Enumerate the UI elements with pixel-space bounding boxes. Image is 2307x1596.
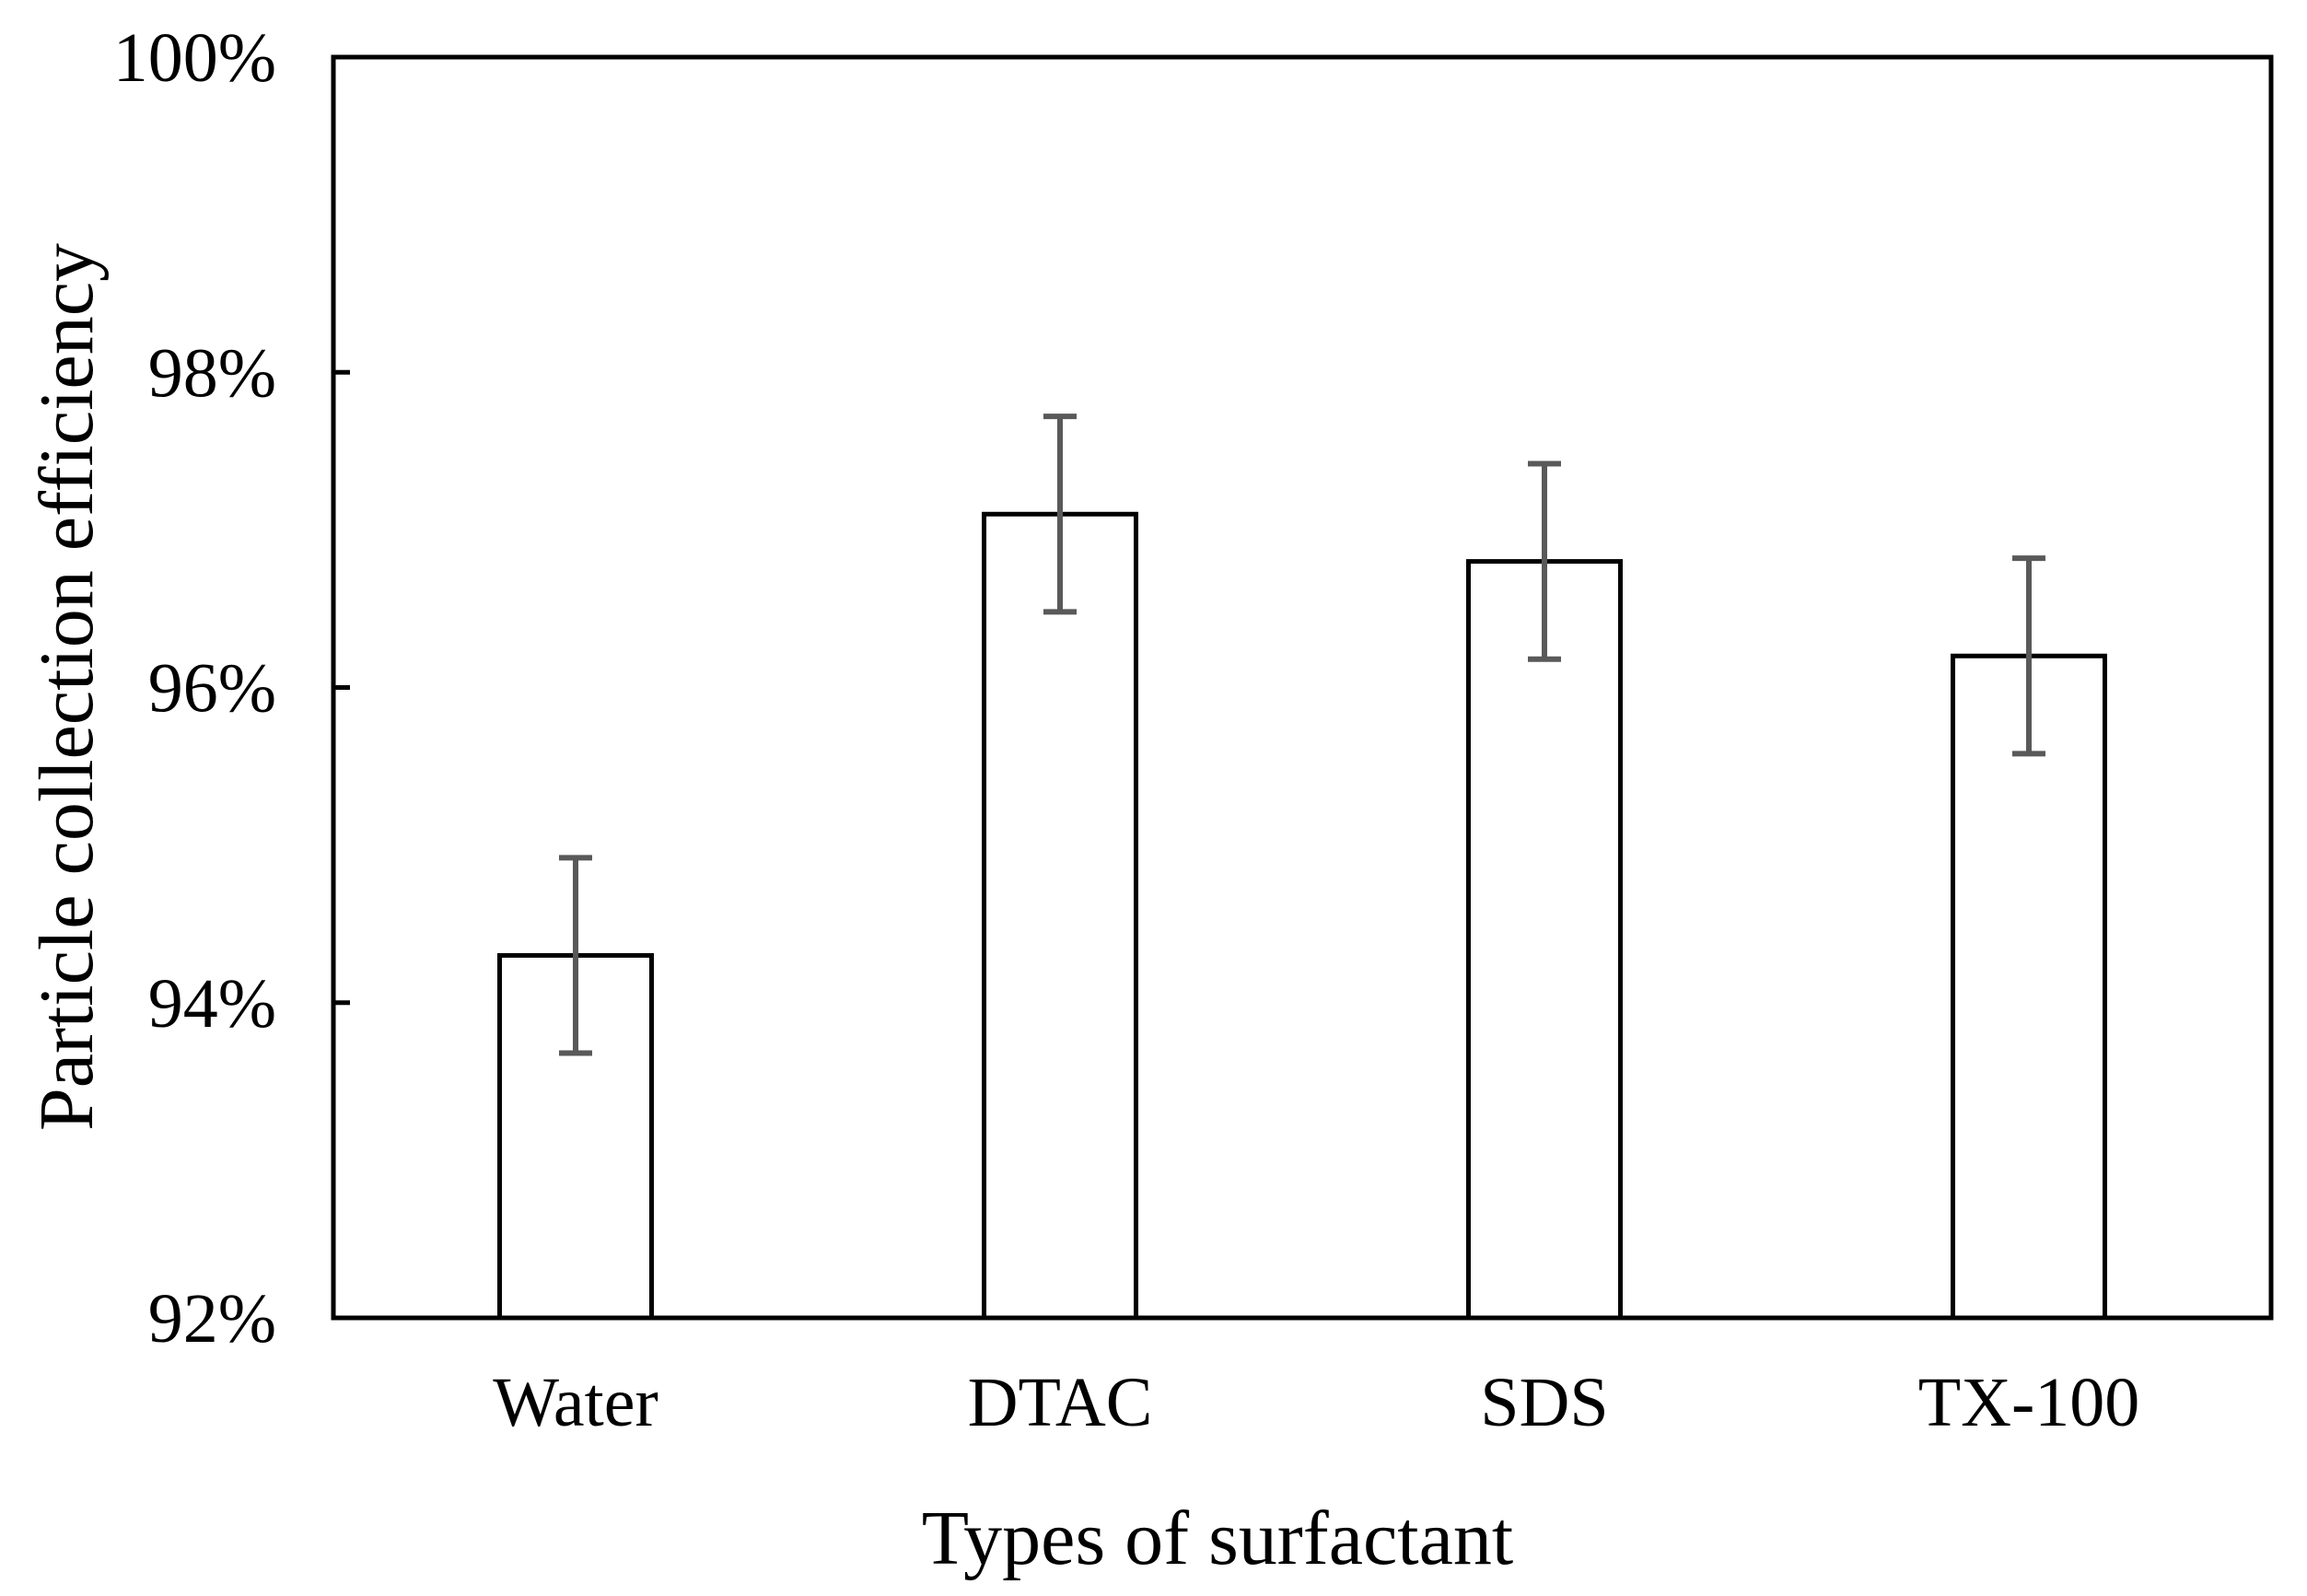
bar-sds (1466, 559, 1623, 1321)
error-bars-layer (559, 414, 2045, 1056)
x-axis-title: Types of surfactant (922, 1496, 1514, 1581)
x-tick-label: DTAC (968, 1364, 1153, 1441)
y-axis-title: Particle collection efficiency (24, 243, 110, 1131)
bar-dtac (982, 511, 1138, 1321)
y-axis-ticks: 92% 94% 96% 98% 100% (113, 19, 350, 1357)
x-axis-labels: Water DTAC SDS TX-100 (493, 1364, 2139, 1441)
error-bar-sds (1528, 460, 1561, 662)
y-tick-label: 96% (148, 650, 276, 728)
y-tick-label: 100% (113, 19, 276, 97)
error-bar-water (559, 855, 592, 1056)
y-tick-label: 94% (148, 965, 276, 1043)
bars-layer (497, 511, 2107, 1321)
bar-tx-100 (1951, 653, 2107, 1321)
error-bar-dtac (1043, 414, 1077, 615)
y-tick-label: 98% (148, 334, 276, 412)
x-tick-label: TX-100 (1918, 1364, 2140, 1441)
x-tick-label: SDS (1480, 1364, 1608, 1441)
y-tick-label: 92% (148, 1280, 276, 1357)
x-tick-label: Water (493, 1364, 658, 1441)
error-bar-tx-100 (2012, 555, 2045, 757)
